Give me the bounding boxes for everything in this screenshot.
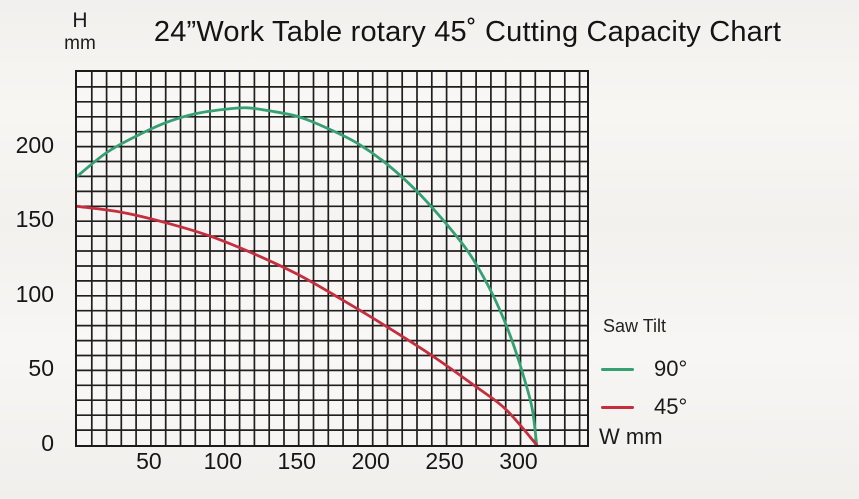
y-tick-label-100: 100 xyxy=(15,280,54,307)
y-tick-label-200: 200 xyxy=(15,131,54,158)
green-line-swatch-icon xyxy=(601,367,634,371)
legend: Saw Tilt 90° 45° xyxy=(601,316,751,426)
y-axis-labels: 0 50 100 150 200 xyxy=(0,70,62,456)
legend-label-90: 90° xyxy=(654,356,688,381)
red-line-swatch-icon xyxy=(601,405,634,409)
x-tick-label-300: 300 xyxy=(499,448,538,474)
legend-item-45: 45° xyxy=(601,388,751,426)
y-axis-unit-line2: mm xyxy=(64,33,96,55)
legend-title: Saw Tilt xyxy=(603,316,667,336)
x-tick-label-250: 250 xyxy=(425,448,464,474)
plot-area xyxy=(75,70,589,447)
y-tick-label-0: 0 xyxy=(41,430,54,456)
x-tick-label-150: 150 xyxy=(277,448,316,474)
x-tick-label-200: 200 xyxy=(351,448,390,474)
series-45-line xyxy=(77,204,539,445)
plot-svg xyxy=(77,72,587,445)
y-axis-unit-label: H mm xyxy=(52,9,108,55)
legend-label-45: 45° xyxy=(654,394,688,419)
series-90-line xyxy=(77,106,539,445)
y-tick-label-50: 50 xyxy=(28,355,54,382)
x-tick-label-50: 50 xyxy=(136,448,162,474)
legend-item-90: 90° xyxy=(601,350,751,388)
y-tick-label-150: 150 xyxy=(15,206,54,233)
x-axis-labels: 50 100 150 200 250 300 xyxy=(75,448,590,478)
x-axis-unit-label: W mm xyxy=(599,424,663,449)
x-tick-label-100: 100 xyxy=(203,448,242,474)
y-axis-unit-line1: H xyxy=(72,9,88,32)
chart-title: 24”Work Table rotary 45˚ Cutting Capacit… xyxy=(153,16,782,48)
